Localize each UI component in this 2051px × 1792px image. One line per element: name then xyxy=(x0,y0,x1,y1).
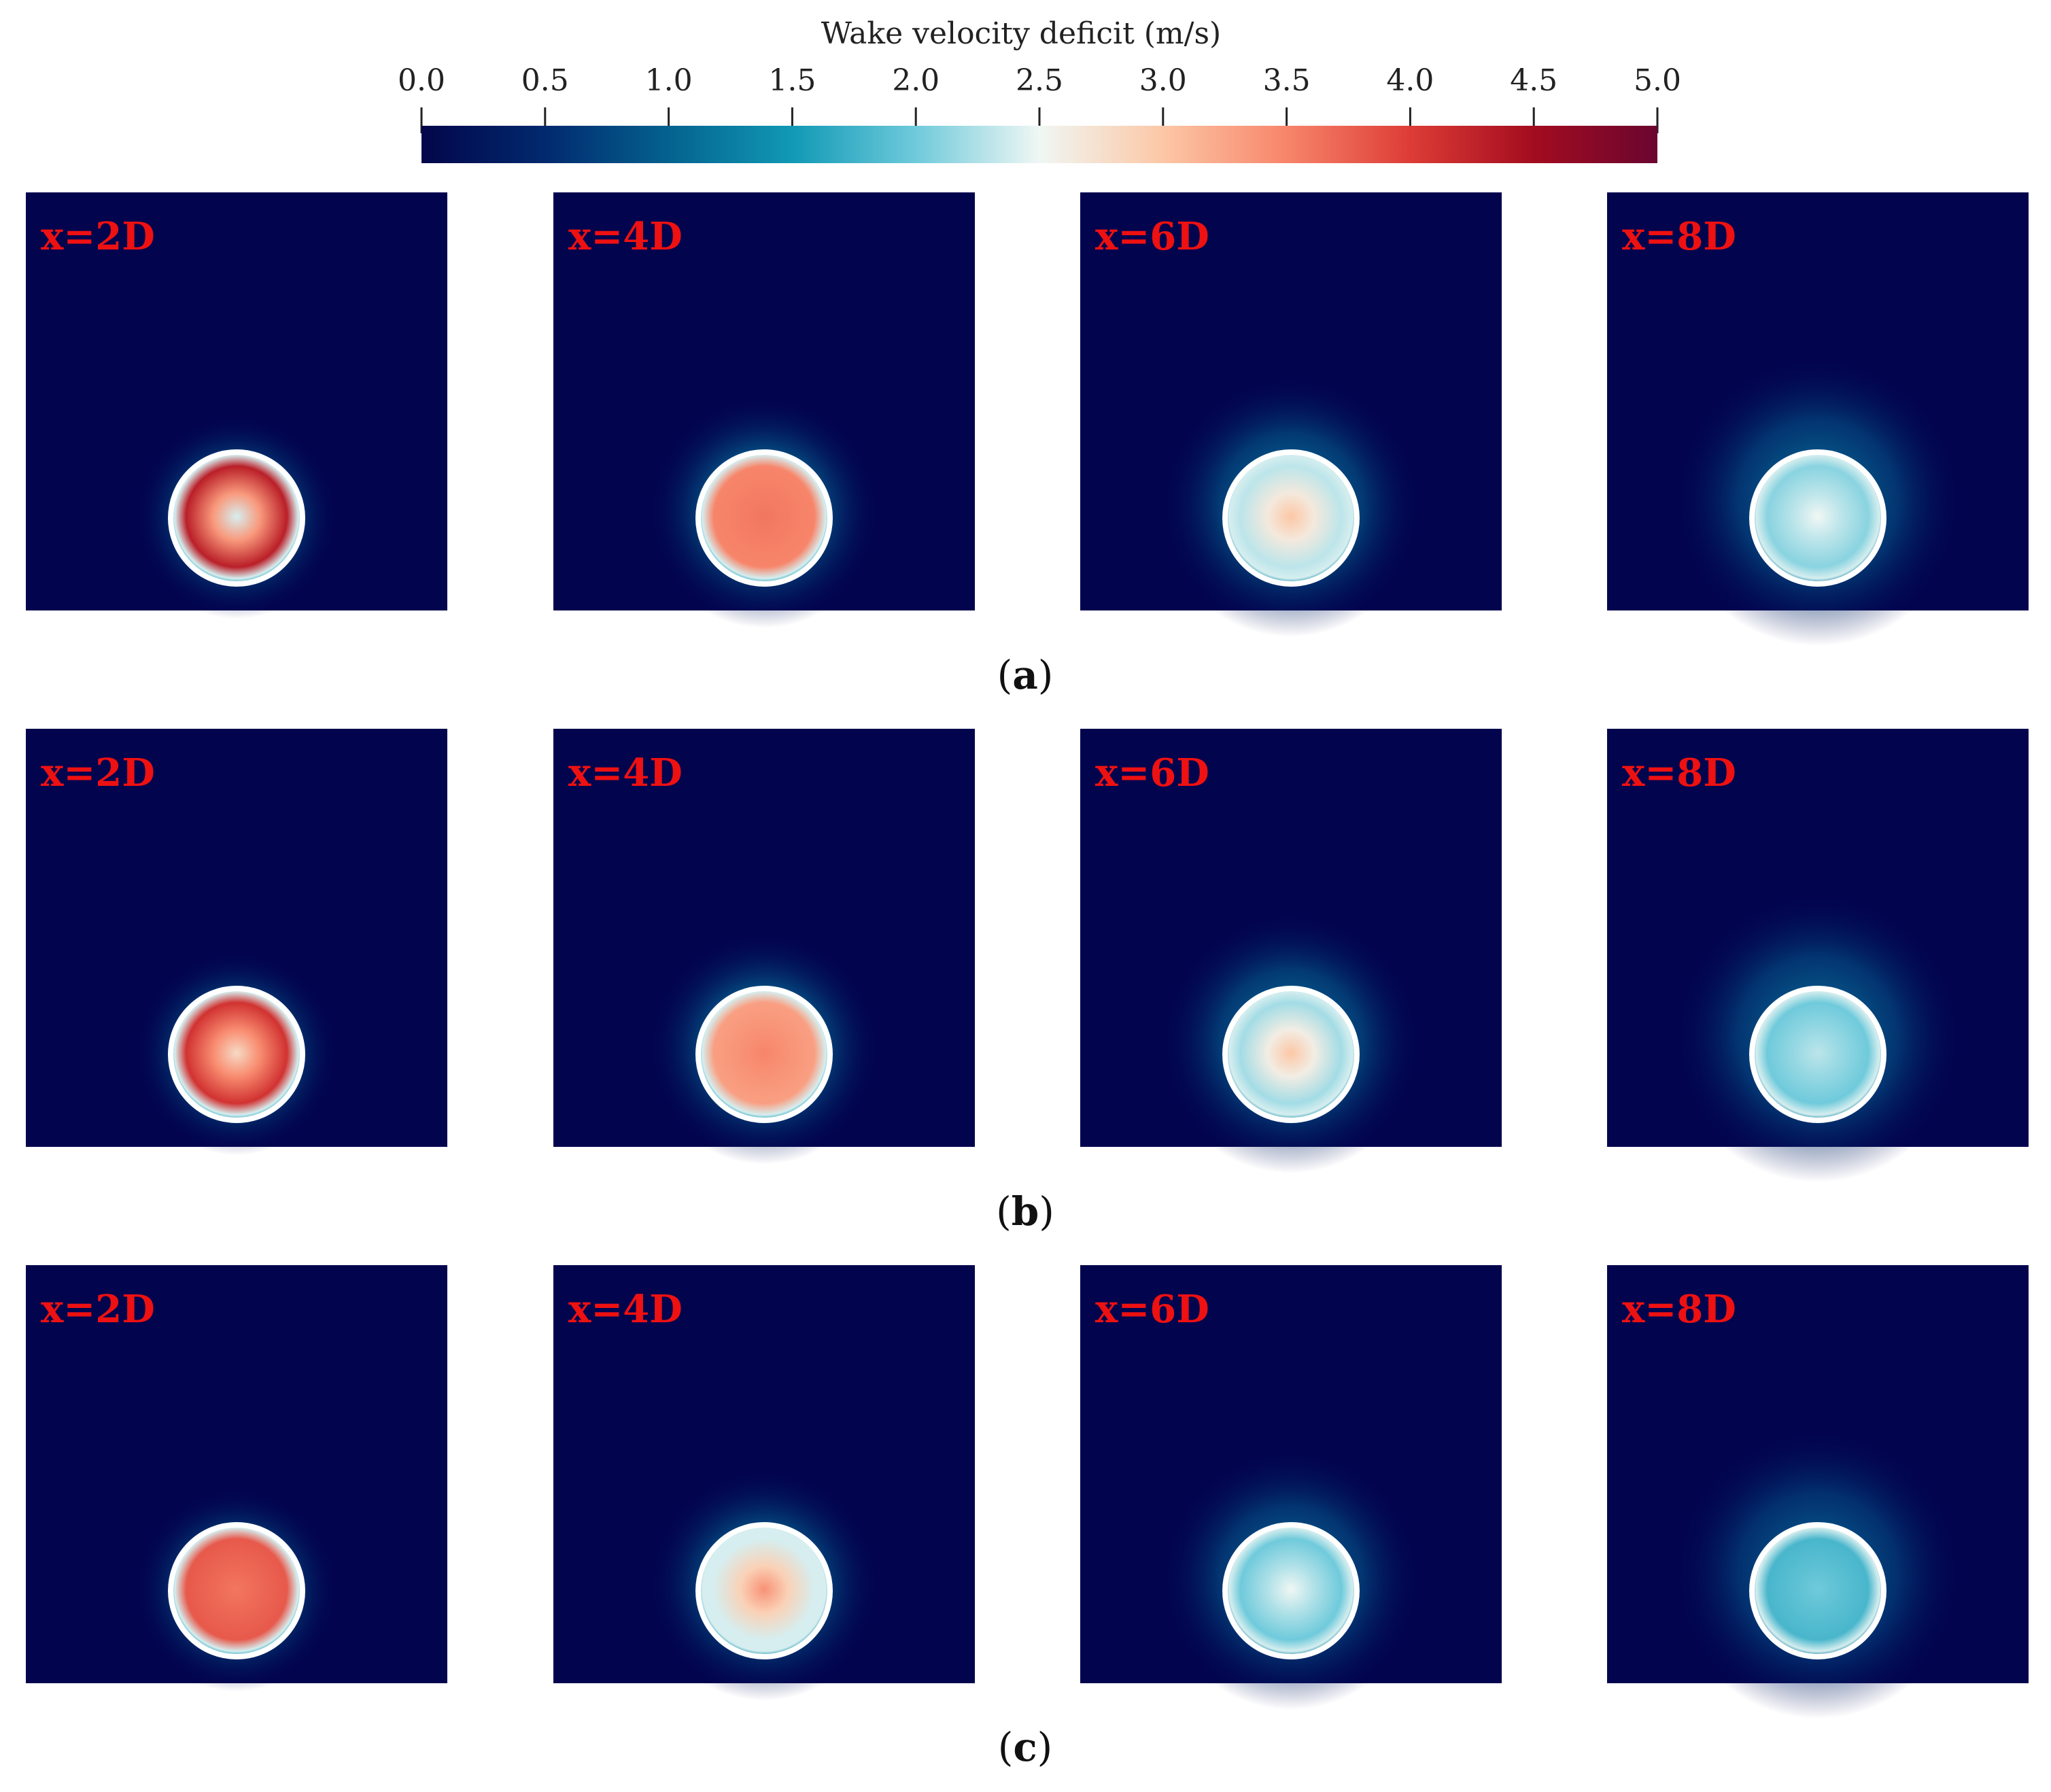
wake-panel: x=2D xyxy=(26,1265,447,1692)
colorbar-tick-label: 1.5 xyxy=(768,63,816,98)
wake-panel: x=6D xyxy=(1080,1265,1502,1710)
wake-core xyxy=(1224,1522,1358,1657)
rotor-outline xyxy=(695,1522,833,1659)
wake-core xyxy=(1751,449,1885,584)
wake-panel: x=8D xyxy=(1607,192,2029,647)
downstream-position-label: x=2D xyxy=(41,214,155,259)
downstream-position-label: x=2D xyxy=(41,1287,155,1332)
subfigure-label: (a) xyxy=(997,652,1054,698)
wake-panel: x=6D xyxy=(1080,729,1502,1174)
subfigure-paren-close: ) xyxy=(1038,652,1054,698)
rotor-outline xyxy=(1222,449,1360,587)
wake-panel: x=8D xyxy=(1607,729,2029,1183)
downstream-position-label: x=6D xyxy=(1095,214,1209,259)
wake-panel: x=2D xyxy=(26,729,447,1156)
colorbar-tick-label: 3.0 xyxy=(1139,63,1187,98)
panel-row-c: x=2D x=4D x=6D x=8D (c) xyxy=(26,1265,2029,1770)
rotor-outline xyxy=(168,449,305,587)
downstream-position-label: x=4D xyxy=(568,214,683,259)
wake-core xyxy=(1751,1522,1885,1657)
colorbar-tick-label: 5.0 xyxy=(1634,63,1681,98)
downstream-position-label: x=8D xyxy=(1622,751,1736,795)
subfigure-label: (c) xyxy=(998,1724,1053,1770)
rotor-outline xyxy=(168,1522,305,1659)
colorbar-tick-label: 4.0 xyxy=(1386,63,1434,98)
rotor-outline xyxy=(1222,1522,1360,1659)
colorbar: Wake velocity deficit (m/s) 0.0 0.5 1.0 1.5… xyxy=(398,16,1681,163)
rotor-outline xyxy=(1749,986,1886,1123)
wake-core xyxy=(169,986,304,1120)
rotor-outline xyxy=(168,986,305,1123)
rotor-outline xyxy=(1749,449,1886,587)
wake-core xyxy=(169,449,304,584)
downstream-position-label: x=6D xyxy=(1095,751,1209,795)
wake-core xyxy=(697,1522,831,1657)
rotor-outline xyxy=(1222,986,1360,1123)
colorbar-tick-label: 3.5 xyxy=(1263,63,1311,98)
downstream-position-label: x=2D xyxy=(41,751,155,795)
wake-core xyxy=(169,1522,304,1657)
wake-panel: x=4D xyxy=(553,729,975,1165)
colorbar-ticks: 0.0 0.5 1.0 1.5 2.0 2.5 3.0 3.5 4.0 4.5 5.0 xyxy=(398,63,1681,133)
wake-core xyxy=(1224,986,1358,1120)
subfigure-paren-open: ( xyxy=(996,1188,1012,1235)
wake-panel: x=6D xyxy=(1080,192,1502,638)
wake-panel: x=4D xyxy=(553,1265,975,1701)
rotor-outline xyxy=(695,986,833,1123)
subfigure-paren-open: ( xyxy=(998,1724,1014,1770)
colorbar-gradient xyxy=(421,126,1657,163)
wake-panel: x=4D xyxy=(553,192,975,628)
wake-core xyxy=(697,986,831,1120)
panel-row-b: x=2D x=4D x=6D x=8D (b) xyxy=(26,729,2029,1235)
downstream-position-label: x=8D xyxy=(1622,214,1736,259)
colorbar-tick-label: 0.0 xyxy=(398,63,445,98)
wake-core xyxy=(1224,449,1358,584)
rotor-outline xyxy=(695,449,833,587)
colorbar-tick-label: 0.5 xyxy=(521,63,569,98)
subfigure-letter: a xyxy=(1012,652,1038,698)
colorbar-title: Wake velocity deficit (m/s) xyxy=(821,16,1221,51)
subfigure-paren-close: ) xyxy=(1039,1188,1054,1235)
wake-panel: x=8D xyxy=(1607,1265,2029,1719)
rotor-outline xyxy=(1749,1522,1886,1659)
panel-row-a: x=2D x=4D x=6D x=8D (a) xyxy=(26,192,2029,698)
downstream-position-label: x=6D xyxy=(1095,1287,1209,1332)
colorbar-tick-label: 2.0 xyxy=(892,63,940,98)
wake-core xyxy=(1751,986,1885,1120)
downstream-position-label: x=8D xyxy=(1622,1287,1736,1332)
colorbar-tick-label: 4.5 xyxy=(1510,63,1557,98)
panel-grid: x=2D x=4D x=6D x=8D(a)x=2D x=4D x=6D x=8D(b)x=… xyxy=(26,192,2029,1770)
subfigure-paren-open: ( xyxy=(997,652,1013,698)
colorbar-tick-label: 2.5 xyxy=(1016,63,1063,98)
colorbar-tick-label: 1.0 xyxy=(645,63,693,98)
downstream-position-label: x=4D xyxy=(568,1287,683,1332)
subfigure-paren-close: ) xyxy=(1037,1724,1053,1770)
wake-panel: x=2D xyxy=(26,192,447,619)
subfigure-letter: b xyxy=(1012,1188,1039,1235)
subfigure-label: (b) xyxy=(996,1188,1054,1235)
downstream-position-label: x=4D xyxy=(568,751,683,795)
wake-core xyxy=(697,449,831,584)
subfigure-letter: c xyxy=(1013,1724,1037,1770)
